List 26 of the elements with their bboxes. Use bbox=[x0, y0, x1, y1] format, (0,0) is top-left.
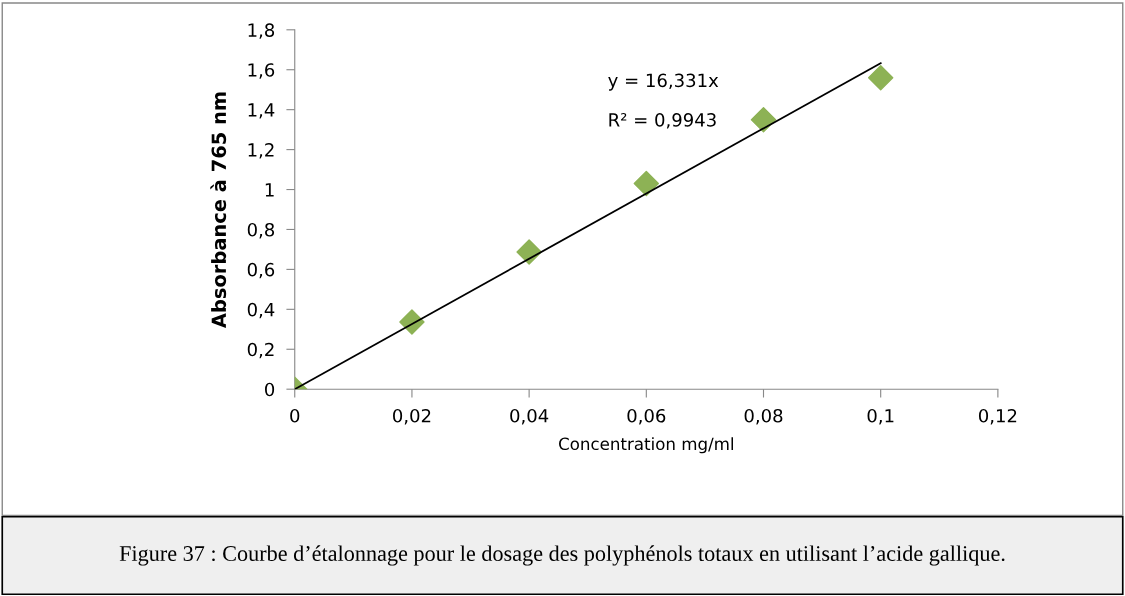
y-tick-label: 1,4 bbox=[248, 103, 275, 119]
y-tick-label: 0 bbox=[265, 382, 275, 397]
x-tick-label: 0,12 bbox=[978, 408, 1017, 425]
point bbox=[867, 64, 894, 91]
point bbox=[750, 106, 777, 133]
y-tick-label: 0,6 bbox=[247, 262, 275, 279]
caption: Figure 37 : Courbe d’étalonnage pour le dosage des polyphénols totaux en utilisant l’acide gallique. bbox=[119, 545, 1005, 566]
y-tick-label: 0,2 bbox=[247, 342, 274, 359]
y-tick-label: 1,8 bbox=[248, 23, 275, 39]
y-axis-title: Absorbance à 765 nm bbox=[210, 92, 227, 328]
point bbox=[633, 170, 660, 197]
annotation: y = 16,331x bbox=[608, 73, 719, 91]
y-tick-label: 0,8 bbox=[247, 222, 275, 239]
x-tick-label: 0,02 bbox=[393, 408, 431, 425]
y-tick-label: 1,6 bbox=[248, 63, 275, 79]
annotation: R² = 0,9943 bbox=[609, 113, 716, 129]
y-tick-label: 1,2 bbox=[248, 143, 274, 159]
x-tick-label: 0 bbox=[290, 408, 300, 423]
y-tick-label: 1 bbox=[265, 183, 274, 197]
x-tick-label: 0,04 bbox=[510, 408, 549, 425]
x-tick-label: 0,06 bbox=[627, 408, 666, 425]
x-axis-title: Concentration mg/ml bbox=[559, 437, 733, 454]
y-tick-label: 0,4 bbox=[247, 302, 275, 319]
x-tick-label: 0,08 bbox=[744, 408, 783, 425]
x-tick-label: 0,1 bbox=[867, 408, 894, 425]
point bbox=[516, 239, 542, 265]
